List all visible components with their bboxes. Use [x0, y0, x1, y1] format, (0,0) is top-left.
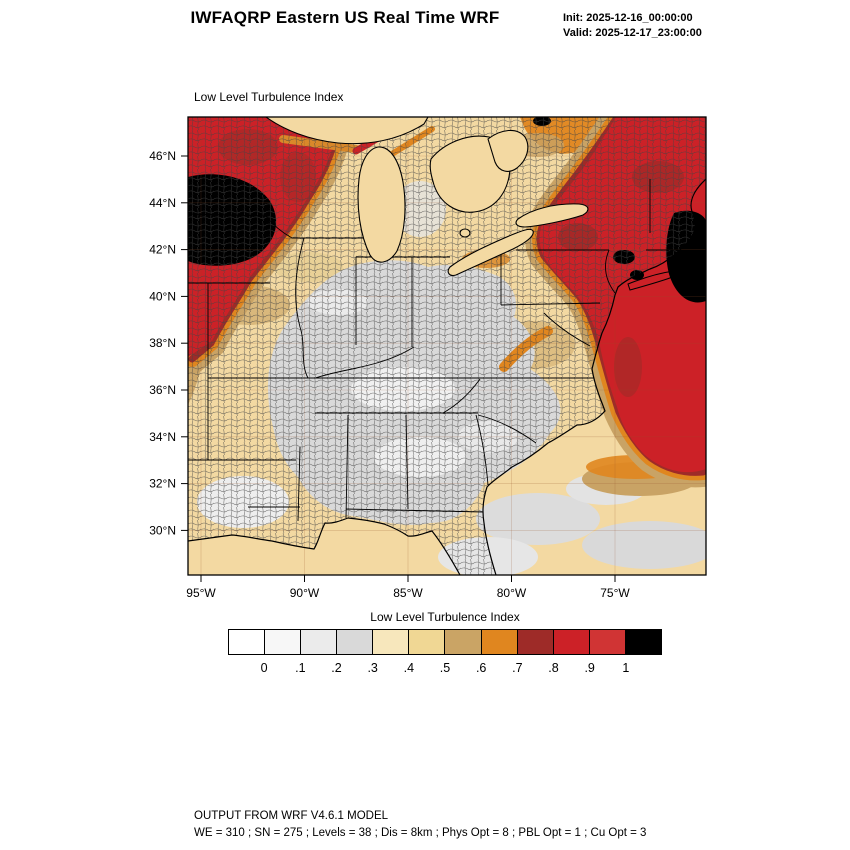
lon-tick-label: 90°W [290, 586, 320, 600]
colorbar-title: Low Level Turbulence Index [370, 610, 520, 624]
lat-tick-label: 30°N [149, 523, 176, 537]
colorbar-tick-label: .1 [295, 661, 306, 675]
colorbar-box [480, 629, 518, 655]
lon-tick-label: 85°W [393, 586, 423, 600]
state-boundaries [188, 179, 681, 522]
lon-tick-label: 75°W [600, 586, 630, 600]
colorbar-box [300, 629, 338, 655]
colorbar-tick-label: .7 [512, 661, 523, 675]
lake-michigan [357, 146, 406, 263]
footer-model-line: OUTPUT FROM WRF V4.6.1 MODEL [194, 810, 389, 822]
lat-tick-label: 44°N [149, 196, 176, 210]
lon-tick-label: 80°W [497, 586, 527, 600]
colorbar-tick-label: .5 [439, 661, 451, 675]
footer: OUTPUT FROM WRF V4.6.1 MODEL WE = 310 ; … [194, 808, 646, 843]
colorbar-tick-label: .8 [548, 661, 559, 675]
colorbar-boxes [228, 629, 662, 655]
lon-axis-labels: 95°W 90°W 85°W 80°W 75°W [186, 575, 630, 600]
great-lakes [265, 117, 589, 276]
colorbar-box [516, 629, 554, 655]
colorbar-tick-label: 1 [622, 661, 630, 675]
map-canvas: 46°N 44°N 42°N 40°N 38°N 36°N 34°N 32°N 30°N 95°… [149, 116, 707, 600]
colorbar-tick-label: .6 [475, 661, 487, 675]
coastline [188, 178, 706, 575]
lake-superior [265, 117, 429, 145]
lat-tick-label: 40°N [149, 289, 176, 303]
colorbar-box [336, 629, 374, 655]
lon-tick-label: 95°W [186, 586, 216, 600]
run-times: Init: 2025-12-16_00:00:00 Valid: 2025-12… [563, 11, 702, 41]
colorbar-box [444, 629, 482, 655]
lake-ontario [515, 203, 589, 228]
colorbar-tick-label: .4 [403, 661, 415, 675]
valid-time: Valid: 2025-12-17_23:00:00 [563, 26, 702, 39]
lat-tick-label: 36°N [149, 383, 176, 397]
lat-tick-label: 42°N [149, 243, 176, 257]
lat-tick-label: 34°N [149, 430, 176, 444]
footer-config-line: WE = 310 ; SN = 275 ; Levels = 38 ; Dis … [194, 827, 647, 840]
colorbar-tick-label: .3 [367, 661, 378, 675]
map-frame [187, 116, 707, 576]
lake-erie [447, 228, 534, 276]
colorbar-labels: 0 .1 .2 .3 .4 .5 .6 .7 .8 .9 1 [228, 661, 662, 677]
colorbar-box [228, 629, 266, 655]
graticule [188, 117, 706, 575]
colorbar-tick-label: .9 [584, 661, 595, 675]
long-island [627, 270, 677, 291]
lake-huron [429, 135, 511, 213]
colorbar-tick-label: .2 [331, 661, 342, 675]
lat-axis-labels: 46°N 44°N 42°N 40°N 38°N 36°N 34°N 32°N 30°N [149, 149, 188, 537]
lat-tick-label: 38°N [149, 336, 176, 350]
colorbar-tick-label: 0 [260, 661, 268, 675]
lat-tick-label: 32°N [149, 477, 176, 491]
page-title: IWFAQRP Eastern US Real Time WRF [190, 8, 500, 27]
colorbar-box [408, 629, 446, 655]
lake-st-clair [459, 228, 471, 238]
init-time: Init: 2025-12-16_00:00:00 [563, 12, 693, 24]
map-title: Low Level Turbulence Index [194, 90, 344, 104]
colorbar-box [372, 629, 410, 655]
colorbar-box [264, 629, 302, 655]
colorbar-box [552, 629, 590, 655]
lat-tick-label: 46°N [149, 149, 176, 163]
georgian-bay [487, 129, 529, 172]
colorbar-box [588, 629, 626, 655]
colorbar-box [624, 629, 662, 655]
dark-red-mottle [614, 337, 642, 397]
